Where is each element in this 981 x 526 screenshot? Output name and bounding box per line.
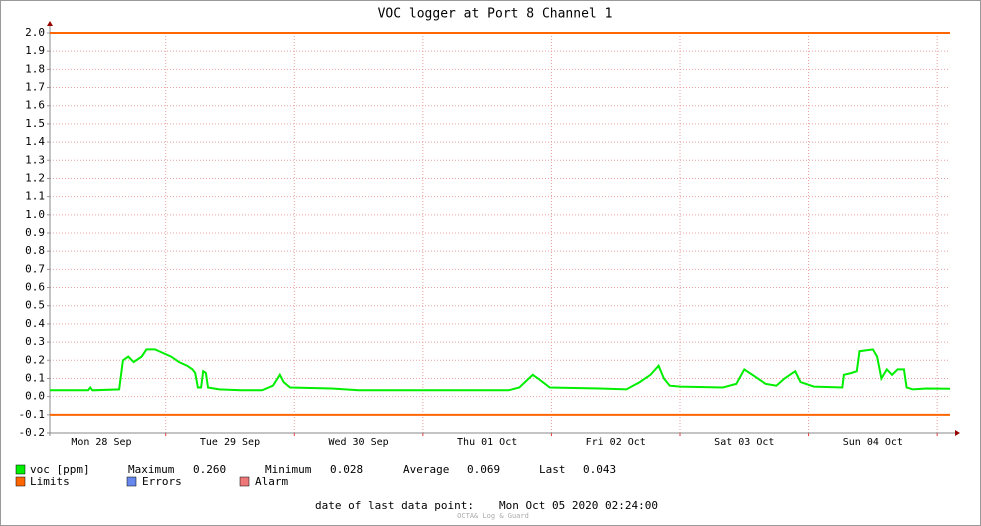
- legend-label: voc [ppm]: [30, 463, 90, 476]
- x-tick-label: Wed 30 Sep: [328, 437, 388, 448]
- y-tick-label: 2.0: [25, 26, 45, 39]
- x-tick-label: Thu 01 Oct: [457, 437, 517, 448]
- y-tick-label: -0.1: [19, 408, 46, 421]
- y-tick-label: 0.7: [25, 262, 45, 275]
- y-tick-label: 1.7: [25, 81, 45, 94]
- y-tick-label: -0.2: [19, 426, 46, 439]
- stat-name: Average: [403, 463, 449, 476]
- y-tick-label: 0.2: [25, 353, 45, 366]
- x-tick-label: Fri 02 Oct: [586, 437, 646, 448]
- y-tick-label: 1.4: [25, 135, 45, 148]
- data-line: [50, 348, 951, 392]
- stat-name: Minimum: [265, 463, 312, 476]
- x-tick-label: Mon 28 Sep: [71, 437, 131, 448]
- y-tick-label: 0.9: [25, 226, 45, 239]
- x-tick-label: Sat 03 Oct: [714, 437, 774, 448]
- y-tick-label: 1.6: [25, 99, 45, 112]
- legend-swatch: [15, 464, 26, 475]
- footer-label: date of last data point:: [315, 499, 474, 512]
- legend-label: Errors: [142, 475, 182, 488]
- y-tick-label: 0.8: [25, 244, 45, 257]
- stat-value: 0.028: [330, 463, 363, 476]
- y-tick-label: 0.3: [25, 335, 45, 348]
- legend-label: Limits: [30, 475, 70, 488]
- y-tick-label: 1.9: [25, 44, 45, 57]
- y-tick-label: 0.5: [25, 299, 45, 312]
- y-axis-arrow: [47, 21, 53, 26]
- y-tick-label: 1.8: [25, 62, 45, 75]
- x-tick-label: Tue 29 Sep: [200, 437, 260, 448]
- footer-value: Mon Oct 05 2020 02:24:00: [499, 499, 658, 512]
- x-tick-label: Sun 04 Oct: [843, 437, 903, 448]
- y-tick-label: 1.2: [25, 171, 45, 184]
- watermark: OCTA& Log & Guard: [457, 512, 529, 520]
- y-tick-label: 0.0: [25, 390, 45, 403]
- legend-swatch: [239, 476, 250, 487]
- y-tick-label: 0.1: [25, 371, 45, 384]
- y-tick-label: 0.6: [25, 281, 45, 294]
- y-tick-label: 0.4: [25, 317, 45, 330]
- legend-swatch: [126, 476, 137, 487]
- stat-name: Last: [539, 463, 566, 476]
- y-tick-label: 1.5: [25, 117, 45, 130]
- y-tick-label: 1.3: [25, 153, 45, 166]
- legend-swatch: [15, 476, 26, 487]
- legend-label: Alarm: [255, 475, 288, 488]
- x-axis-arrow: [955, 430, 960, 436]
- stat-name: Maximum: [128, 463, 175, 476]
- y-tick-label: 1.1: [25, 190, 45, 203]
- y-tick-label: 1.0: [25, 208, 45, 221]
- stat-value: 0.069: [467, 463, 500, 476]
- stat-value: 0.260: [193, 463, 226, 476]
- stat-value: 0.043: [583, 463, 616, 476]
- chart-title: VOC logger at Port 8 Channel 1: [378, 7, 613, 22]
